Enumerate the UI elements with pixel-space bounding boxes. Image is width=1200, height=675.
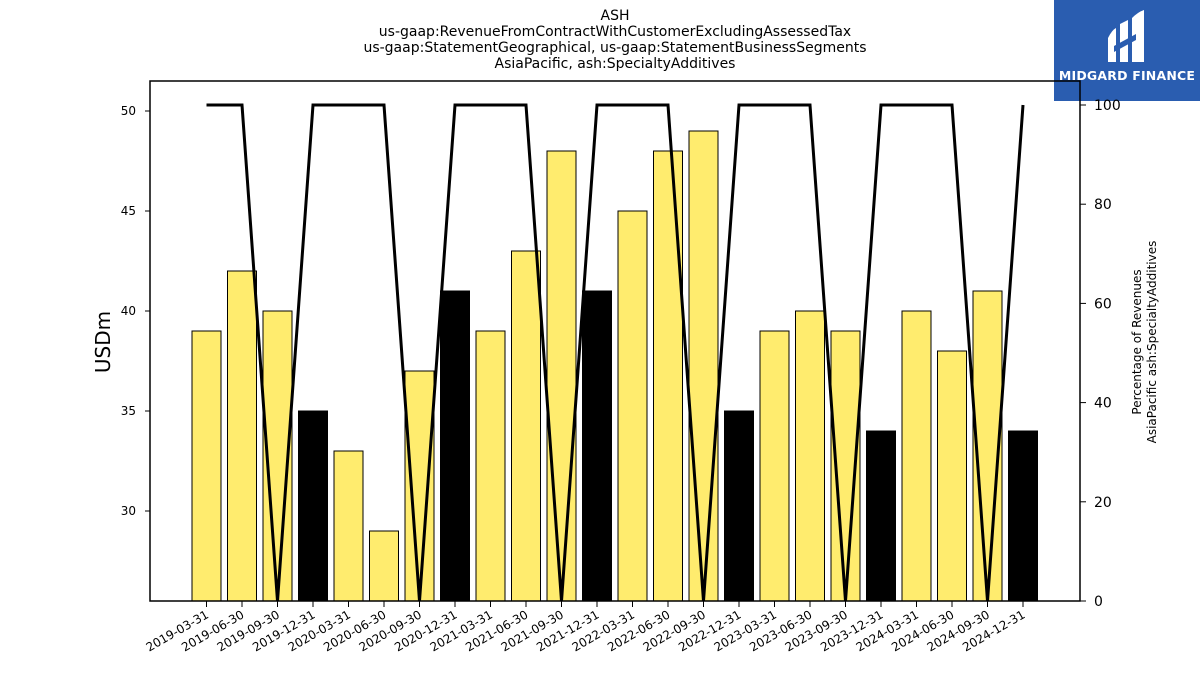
bar-2023-12-31 <box>866 430 896 602</box>
logo-mark-icon <box>1108 10 1144 62</box>
y2-axis-label-line-2: AsiaPacific ash:SpecialtyAdditives <box>1145 241 1159 444</box>
bar-2021-12-31 <box>582 290 612 602</box>
bar-2020-12-31 <box>440 290 470 602</box>
bar-2022-03-31 <box>617 210 648 602</box>
bar-2020-09-30 <box>404 370 435 602</box>
chart-title-line-2: us-gaap:RevenueFromContractWithCustomerE… <box>378 24 852 40</box>
bar-2021-06-30 <box>511 250 541 602</box>
bar-2024-06-30 <box>937 350 967 602</box>
plot-frame <box>149 80 1081 602</box>
chart-title-line-4: AsiaPacific, ash:SpecialtyAdditives <box>494 56 736 72</box>
bar-2022-09-30 <box>688 130 719 602</box>
y2-tick-label: 40 <box>1094 396 1112 412</box>
bar-2022-06-30 <box>653 150 683 602</box>
y-axis-label: USDm <box>91 311 115 373</box>
bar-2019-03-31 <box>191 330 222 602</box>
y2-tick-label: 60 <box>1094 296 1112 312</box>
bar-2024-03-31 <box>901 310 932 602</box>
y-tick-label: 50 <box>121 104 136 118</box>
y-tick-label: 45 <box>121 204 136 218</box>
bar-2024-12-31 <box>1008 430 1038 602</box>
bar-2020-03-31 <box>333 450 364 602</box>
logo-text: MIDGARD FINANCE <box>1058 68 1196 83</box>
bar-2023-06-30 <box>795 310 825 602</box>
bar-2019-12-31 <box>298 410 328 602</box>
midgard-finance-logo: MIDGARD FINANCE <box>1054 0 1200 101</box>
bar-2021-09-30 <box>546 150 577 602</box>
bar-2021-03-31 <box>475 330 506 602</box>
y2-tick-label: 20 <box>1094 495 1112 511</box>
y2-axis-label-line-1: Percentage of Revenues <box>1130 269 1144 414</box>
y2-tick-label: 100 <box>1094 98 1121 114</box>
y-tick-label: 35 <box>121 404 136 418</box>
bar-2019-06-30 <box>227 270 257 602</box>
y-tick-label: 30 <box>121 504 136 518</box>
percentage-line <box>206 103 1025 602</box>
bar-2023-03-31 <box>759 330 790 602</box>
bar-2022-12-31 <box>724 410 754 602</box>
bar-2020-06-30 <box>369 530 399 602</box>
y2-tick-label: 80 <box>1094 197 1112 213</box>
chart-title-line-1: ASH <box>600 8 630 24</box>
y-tick-label: 40 <box>121 304 136 318</box>
chart-title-line-3: us-gaap:StatementGeographical, us-gaap:S… <box>363 40 867 56</box>
y2-tick-label: 0 <box>1094 594 1103 610</box>
